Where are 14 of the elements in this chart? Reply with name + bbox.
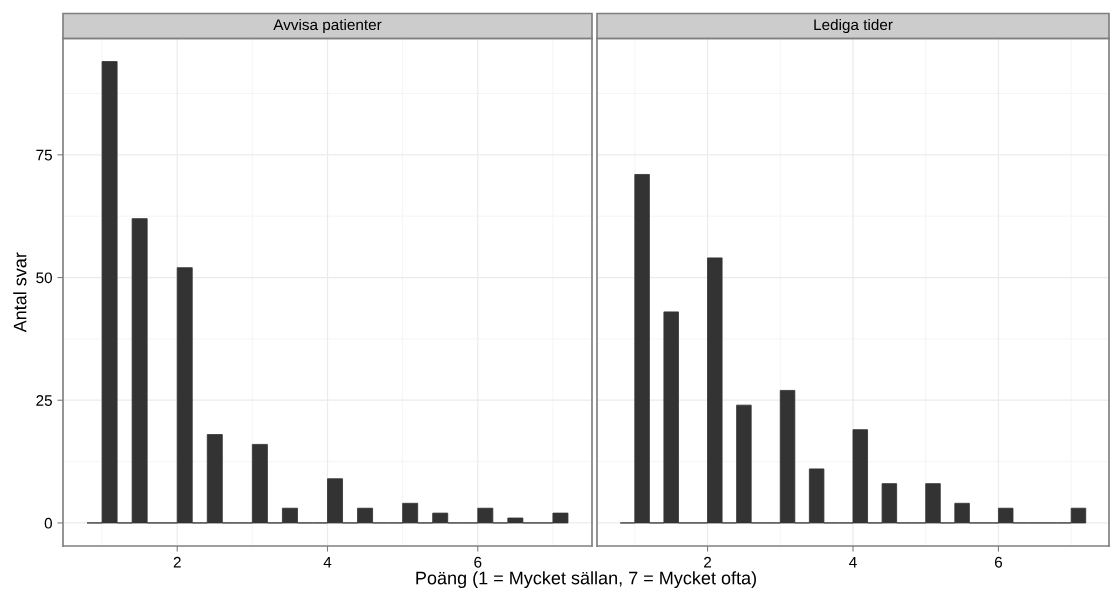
y-tick-label: 75 <box>36 149 52 161</box>
x-tick-label: 2 <box>173 556 181 568</box>
y-tick-label: 50 <box>36 272 52 284</box>
y-tick-label: 0 <box>44 517 52 529</box>
y-tick-label: 25 <box>36 395 52 406</box>
x-tick-label: 4 <box>849 556 857 568</box>
x-tick-label: 4 <box>323 556 332 568</box>
x-tick-label: 6 <box>474 556 482 568</box>
x-tick-label: 6 <box>994 556 1003 568</box>
x-tick-label: 2 <box>704 556 712 568</box>
chart-title: Lediga tider <box>814 18 893 34</box>
x-axis-title: Poäng (1 = Mycket sällan, 7 = Mycket ofta) <box>416 571 756 588</box>
y-axis-title: Antal svar <box>13 252 27 333</box>
chart-title: Avvisa patienter <box>273 18 382 34</box>
